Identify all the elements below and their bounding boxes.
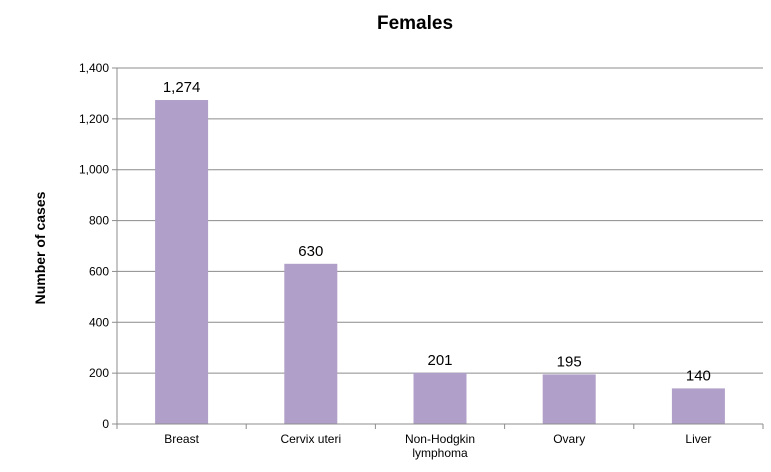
- data-label: 630: [298, 243, 323, 260]
- y-tick-label: 1,000: [79, 163, 109, 177]
- data-labels: 1,274 630 201 195 140: [163, 79, 711, 384]
- data-label: 140: [686, 367, 711, 384]
- chart-title: Females: [377, 13, 453, 34]
- bar: [413, 372, 467, 424]
- y-tick-label: 800: [89, 214, 109, 228]
- y-tick-labels: 0 200 400 600 800 1,000 1,200 1,400: [79, 61, 109, 431]
- data-label: 195: [557, 353, 582, 370]
- y-tick-label: 600: [89, 264, 109, 278]
- x-tick-label: lymphoma: [412, 446, 468, 460]
- y-tick-label: 1,200: [79, 112, 109, 126]
- x-tick-label: Liver: [685, 432, 711, 446]
- data-label: 1,274: [163, 79, 201, 96]
- bars: [155, 100, 725, 424]
- axes: [116, 68, 764, 429]
- y-tick-label: 400: [89, 315, 109, 329]
- y-tick-label: 200: [89, 366, 109, 380]
- bar: [542, 374, 596, 424]
- x-tick-label: Cervix uteri: [280, 432, 341, 446]
- data-label: 201: [427, 352, 452, 369]
- y-tick-label: 1,400: [79, 61, 109, 75]
- bar: [155, 100, 209, 424]
- x-tick-label: Ovary: [553, 432, 585, 446]
- y-tick-label: 0: [102, 417, 109, 431]
- x-tick-label: Breast: [164, 432, 199, 446]
- y-axis-title: Number of cases: [32, 191, 48, 304]
- gridlines: [112, 67, 763, 425]
- bar: [284, 263, 338, 424]
- x-tick-label: Non-Hodgkin: [405, 432, 475, 446]
- bar: [671, 388, 725, 424]
